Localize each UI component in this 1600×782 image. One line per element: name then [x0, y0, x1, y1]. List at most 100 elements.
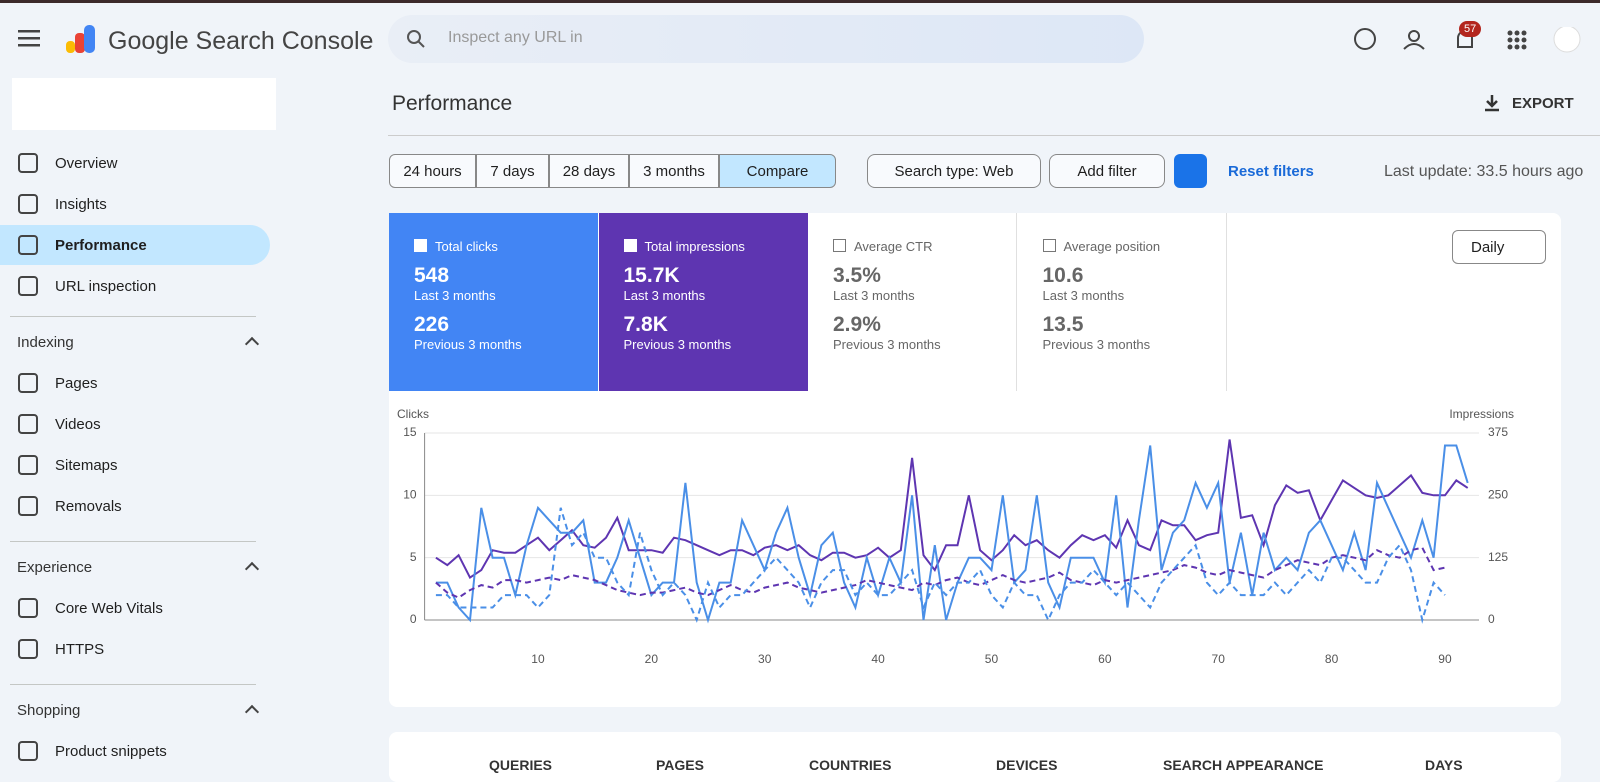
x-tick-label: 50: [985, 652, 999, 666]
metric-current-period: Last 3 months: [414, 288, 496, 303]
metric-previous: 13.5: [1042, 313, 1084, 336]
x-tick-label: 80: [1325, 652, 1339, 666]
nav-item[interactable]: Performance: [0, 225, 270, 265]
y2-tick-label: 125: [1488, 550, 1508, 564]
y-axis-label: Clicks: [397, 407, 429, 421]
date-range-button[interactable]: 24 hours: [389, 154, 476, 188]
y-tick-label: 0: [410, 612, 417, 626]
divider: [10, 684, 256, 685]
metric-label: Total impressions: [624, 239, 808, 254]
search-type-button[interactable]: Search type: Web: [867, 154, 1041, 188]
nav-icon: [18, 741, 38, 761]
nav-item[interactable]: Insights: [18, 184, 107, 224]
reset-filters[interactable]: Reset filters: [1228, 163, 1314, 180]
metric-current: 15.7K: [623, 264, 680, 287]
nav-label: Sitemaps: [55, 456, 118, 474]
metric-previous: 2.9%: [833, 313, 881, 336]
date-range-button[interactable]: 28 days: [549, 154, 629, 188]
metric-card[interactable]: Total clicks 548 Last 3 months 226 Previous …: [389, 213, 598, 391]
nav-label: Videos: [55, 415, 101, 433]
nav-item[interactable]: Videos: [18, 404, 101, 444]
x-tick-label: 20: [645, 652, 659, 666]
performance-chart: Clicks Impressions 0 5 10 15 0 125 250 375 10 20 30 4…: [397, 407, 1514, 666]
series-line: [435, 439, 1469, 580]
x-tick-label: 70: [1212, 652, 1226, 666]
metric-label: Average CTR: [833, 239, 1016, 254]
nav-item[interactable]: URL inspection: [18, 266, 156, 306]
nav-item[interactable]: Core Web Vitals: [18, 588, 163, 628]
tabs-card: [389, 732, 1561, 782]
date-range-button[interactable]: 3 months: [629, 154, 719, 188]
date-range-button[interactable]: Compare: [719, 154, 836, 188]
menu-icon[interactable]: [18, 28, 42, 48]
x-tick-label: 10: [531, 652, 545, 666]
nav-icon: [18, 276, 38, 296]
add-filter-button[interactable]: Add filter: [1049, 154, 1165, 188]
nav-item[interactable]: Removals: [18, 486, 122, 526]
y-tick-label: 15: [403, 425, 417, 439]
filter-icon[interactable]: [1174, 154, 1207, 188]
metric-current: 548: [414, 264, 450, 287]
section-title[interactable]: Experience: [17, 559, 257, 576]
nav-item[interactable]: HTTPS: [18, 629, 104, 669]
search-box[interactable]: Inspect any URL in: [388, 15, 1144, 63]
tab[interactable]: DAYS: [1425, 757, 1463, 773]
section-title[interactable]: Shopping: [17, 702, 257, 719]
page-title: Performance: [392, 92, 513, 115]
y2-axis-label: Impressions: [1449, 407, 1514, 421]
metric-previous: 7.8K: [623, 313, 668, 336]
top-bar: Google Search Console Inspect any URL in…: [0, 0, 1600, 72]
logo: [66, 25, 95, 53]
tab[interactable]: COUNTRIES: [809, 757, 892, 773]
y-tick-label: 10: [403, 488, 417, 502]
tab[interactable]: DEVICES: [996, 757, 1058, 773]
nav-item[interactable]: Sitemaps: [18, 445, 118, 485]
tab[interactable]: PAGES: [656, 757, 704, 773]
metric-label: Average position: [1043, 239, 1226, 254]
date-range-button[interactable]: 7 days: [476, 154, 549, 188]
nav-icon: [18, 598, 38, 618]
divider: [10, 316, 256, 317]
nav-icon: [18, 639, 38, 659]
nav-item[interactable]: Pages: [18, 363, 98, 403]
y2-tick-label: 375: [1488, 425, 1508, 439]
nav-label: URL inspection: [55, 277, 157, 295]
nav-icon: [18, 414, 38, 434]
metric-previous-period: Previous 3 months: [833, 337, 941, 352]
metric-card[interactable]: Average position 10.6 Last 3 months 13.5 Pre…: [1018, 213, 1227, 391]
divider: [10, 541, 256, 542]
search-placeholder: Inspect any URL in: [448, 29, 583, 46]
granularity-select[interactable]: Daily: [1452, 230, 1546, 264]
section-title[interactable]: Indexing: [17, 334, 257, 351]
x-tick-label: 40: [871, 652, 885, 666]
y2-tick-label: 0: [1488, 612, 1495, 626]
y-tick-label: 5: [410, 550, 417, 564]
metric-previous-period: Previous 3 months: [623, 337, 732, 352]
nav-icon: [18, 496, 38, 516]
nav-label: Product snippets: [55, 742, 167, 760]
metric-current-period: Last 3 months: [1042, 288, 1125, 303]
metric-previous-period: Previous 3 months: [1042, 337, 1151, 352]
metric-card[interactable]: Total impressions 15.7K Last 3 months 7.8K P…: [598, 213, 808, 391]
nav-label: Removals: [55, 497, 122, 515]
last-update: Last update: 33.5 hours ago: [1384, 163, 1584, 180]
series-line: [435, 444, 1469, 624]
nav-label: Pages: [55, 374, 98, 392]
nav-item[interactable]: Overview: [18, 143, 118, 183]
y2-tick-label: 250: [1488, 488, 1508, 502]
export-button[interactable]: EXPORT: [1512, 95, 1574, 112]
tab[interactable]: SEARCH APPEARANCE: [1163, 757, 1324, 773]
metric-card[interactable]: Average CTR 3.5% Last 3 months 2.9% Previous…: [808, 213, 1017, 391]
notification-badge: 57: [1459, 21, 1482, 37]
metric-current: 3.5%: [833, 264, 881, 287]
tab[interactable]: QUERIES: [489, 757, 553, 773]
property-selector[interactable]: [12, 78, 276, 130]
metric-label: Total clicks: [414, 239, 598, 254]
nav-label: Performance: [55, 236, 147, 254]
x-tick-label: 90: [1438, 652, 1452, 666]
nav-item[interactable]: Product snippets: [18, 731, 167, 771]
nav-label: HTTPS: [55, 640, 105, 658]
x-tick-label: 60: [1098, 652, 1112, 666]
nav-label: Overview: [55, 154, 118, 172]
nav-icon: [18, 194, 38, 214]
